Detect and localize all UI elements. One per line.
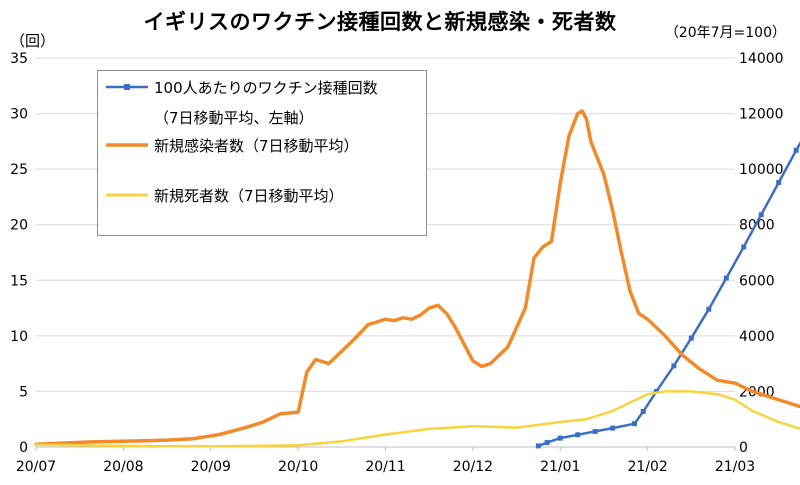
y-right-tick-label: 0 xyxy=(739,440,748,456)
legend-label-vaccine: 100人あたりのワクチン接種回数 xyxy=(154,79,378,97)
series-marker-0 xyxy=(653,388,659,394)
series-line-0 xyxy=(537,141,800,448)
x-tick-label: 20/09 xyxy=(191,459,231,475)
series-marker-0 xyxy=(544,440,550,446)
series-marker-0 xyxy=(776,179,782,185)
x-tick-label: 21/02 xyxy=(627,459,667,475)
y-right-tick-label: 8000 xyxy=(739,218,775,234)
legend-label-cases: 新規感染者数（7日移動平均） xyxy=(154,137,359,155)
y-left-tick-label: 5 xyxy=(19,384,28,400)
series-marker-0 xyxy=(793,147,799,153)
series-marker-0 xyxy=(741,244,747,250)
left-axis-unit: （回） xyxy=(10,32,56,50)
series-marker-0 xyxy=(640,408,646,414)
x-tick-label: 20/08 xyxy=(103,459,143,475)
series-marker-0 xyxy=(610,425,616,431)
series-marker-0 xyxy=(671,363,677,369)
series-marker-0 xyxy=(557,435,563,441)
x-tick-label: 20/11 xyxy=(365,459,405,475)
x-tick-label: 21/01 xyxy=(540,459,580,475)
y-left-tick-label: 15 xyxy=(10,273,28,289)
series-marker-0 xyxy=(723,275,729,281)
legend-swatch-deaths xyxy=(106,193,148,197)
series-line-2 xyxy=(34,390,800,448)
y-left-tick-label: 10 xyxy=(10,329,28,345)
series-marker-0 xyxy=(706,306,712,312)
series-marker-0 xyxy=(575,432,581,438)
x-tick-label: 21/03 xyxy=(715,459,755,475)
x-tick-label: 20/10 xyxy=(278,459,318,475)
right-axis-unit: （20年7月=100） xyxy=(664,25,786,41)
y-left-tick-label: 25 xyxy=(10,162,28,178)
legend: 100人あたりのワクチン接種回数 （7日移動平均、左軸） 新規感染者数（7日移動… xyxy=(97,70,427,236)
y-right-tick-label: 14000 xyxy=(739,51,784,67)
y-right-tick-label: 12000 xyxy=(739,107,784,123)
y-left-tick-label: 0 xyxy=(19,440,28,456)
y-right-tick-label: 6000 xyxy=(739,273,775,289)
legend-label-vaccine-note: （7日移動平均、左軸） xyxy=(154,109,314,127)
series-marker-0 xyxy=(688,335,694,341)
y-left-tick-label: 20 xyxy=(10,218,28,234)
chart-title: イギリスのワクチン接種回数と新規感染・死者数 xyxy=(143,10,617,34)
series-marker-0 xyxy=(592,428,598,434)
series-line-1 xyxy=(34,109,800,446)
series-marker-0 xyxy=(632,421,638,427)
x-tick-label: 20/12 xyxy=(453,459,493,475)
legend-label-deaths: 新規死者数（7日移動平均） xyxy=(154,187,344,205)
x-tick-label: 20/07 xyxy=(16,459,56,475)
legend-swatch-vaccine xyxy=(106,84,148,90)
y-right-tick-label: 10000 xyxy=(739,162,784,178)
legend-swatch-cases xyxy=(106,143,148,147)
series-marker-0 xyxy=(535,443,541,449)
y-right-tick-label: 4000 xyxy=(739,329,775,345)
y-left-tick-label: 35 xyxy=(10,51,28,67)
series-marker-0 xyxy=(758,212,764,218)
y-left-tick-label: 30 xyxy=(10,107,28,123)
